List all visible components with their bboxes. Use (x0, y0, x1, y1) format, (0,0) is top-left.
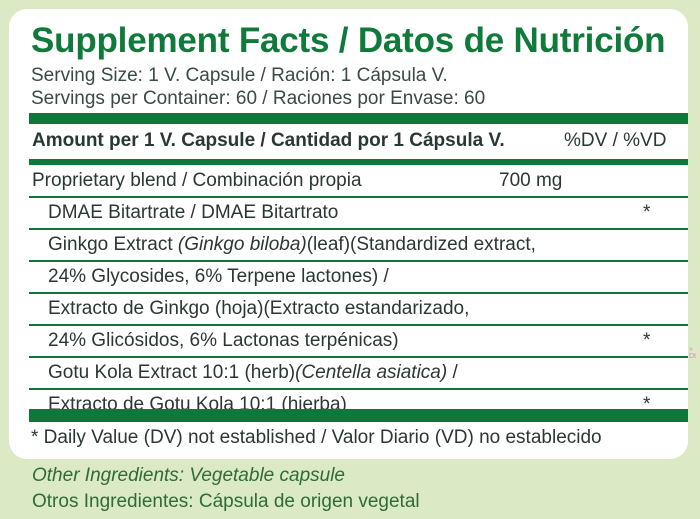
ingredient-text: Ginkgo Extract (Ginkgo biloba)(leaf)(Sta… (48, 234, 536, 255)
ingredient-row-ginkgo-2: 24% Glycosides, 6% Terpene lactones) / (29, 262, 688, 292)
dv-star: * (643, 394, 651, 415)
row-divider (29, 260, 688, 262)
ingredient-row-gotu-1: Gotu Kola Extract 10:1 (herb)(Centella a… (29, 358, 688, 388)
row-divider (29, 292, 688, 294)
ingredient-text: Extracto de Ginkgo (hoja)(Extracto estan… (48, 298, 470, 319)
serving-size: Serving Size: 1 V. Capsule / Ración: 1 C… (31, 65, 448, 86)
row-divider (29, 196, 688, 198)
amount-header: Amount per 1 V. Capsule / Cantidad por 1… (32, 130, 505, 151)
ingredient-row-ginkgo-4: 24% Glicósidos, 6% Lactonas terpénicas) … (29, 326, 688, 356)
row-divider (29, 228, 688, 230)
ingredient-text: 24% Glicósidos, 6% Lactonas terpénicas) (48, 330, 399, 351)
edge-mark: » Dt (689, 346, 696, 360)
ingredient-text: 24% Glycosides, 6% Terpene lactones) / (48, 266, 389, 287)
ingredient-row-dmae: DMAE Bitartrate / DMAE Bitartrato * (29, 198, 688, 228)
supplement-facts-panel: Supplement Facts / Datos de Nutrición Se… (9, 9, 688, 459)
dv-star: * (643, 202, 651, 223)
dv-star: * (643, 330, 651, 351)
panel-title: Supplement Facts / Datos de Nutrición (31, 21, 666, 60)
blend-label: Proprietary blend / Combinación propia (32, 170, 362, 191)
blend-row: Proprietary blend / Combinación propia 7… (29, 166, 688, 196)
row-divider (29, 388, 688, 390)
other-ingredients-es: Otros Ingredientes: Cápsula de origen ve… (32, 491, 420, 512)
latin-name: (Centella asiatica) (295, 362, 448, 383)
thick-divider-bottom (29, 409, 688, 422)
latin-name: (Ginkgo biloba) (177, 234, 307, 255)
ingredient-row-ginkgo-1: Ginkgo Extract (Ginkgo biloba)(leaf)(Sta… (29, 230, 688, 260)
ingredient-text: DMAE Bitartrate / DMAE Bitartrato (48, 202, 339, 223)
other-ingredients-en: Other Ingredients: Vegetable capsule (32, 465, 345, 486)
dv-header: %DV / %VD (564, 130, 667, 151)
dv-footnote: * Daily Value (DV) not established / Val… (31, 427, 602, 448)
row-divider (29, 356, 688, 358)
amount-header-row: Amount per 1 V. Capsule / Cantidad por 1… (29, 126, 688, 156)
ingredient-text: Gotu Kola Extract 10:1 (herb)(Centella a… (48, 362, 458, 383)
blend-amount: 700 mg (499, 170, 563, 191)
row-divider (29, 324, 688, 326)
servings-per-container: Servings per Container: 60 / Raciones po… (31, 88, 486, 109)
thick-divider-top (29, 113, 688, 124)
ingredient-row-ginkgo-3: Extracto de Ginkgo (hoja)(Extracto estan… (29, 294, 688, 324)
divider-under-header (29, 159, 688, 165)
